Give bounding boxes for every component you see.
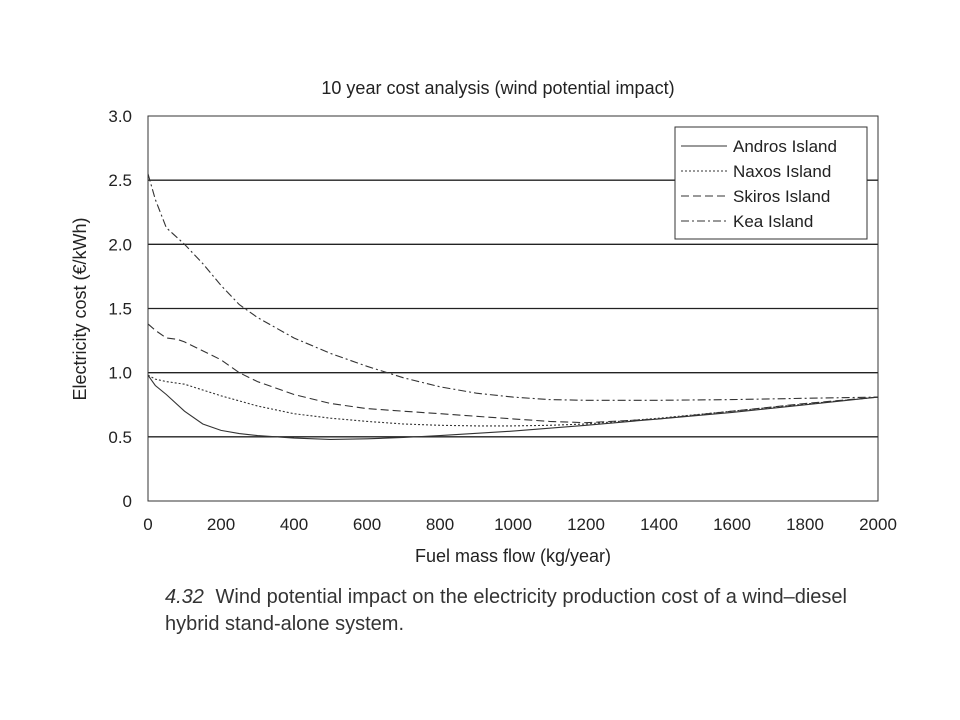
axis-ticks: 0 0.5 1.0 1.5 2.0 2.5 3.0 0 200 400 600 800 1000 1200… (108, 107, 897, 534)
x-tick-label: 200 (207, 515, 235, 534)
series-layer (147, 173, 879, 440)
series-line-naxos-island (147, 374, 879, 427)
y-tick-label: 2.5 (108, 171, 132, 190)
x-tick-label: 2000 (859, 515, 897, 534)
legend-label: Skiros Island (733, 187, 830, 206)
series-line-kea-island (147, 173, 879, 401)
x-tick-label: 1600 (713, 515, 751, 534)
y-tick-label: 1.5 (108, 300, 132, 319)
plot-area (147, 115, 879, 502)
x-tick-label: 1800 (786, 515, 824, 534)
x-tick-label: 800 (426, 515, 454, 534)
series-line-skiros-island (147, 323, 879, 424)
x-tick-label: 1200 (567, 515, 605, 534)
y-axis-label: Electricity cost (€/kWh) (70, 217, 90, 400)
y-tick-label: 0 (123, 492, 132, 511)
y-tick-label: 1.0 (108, 364, 132, 383)
chart-title: 10 year cost analysis (wind potential im… (321, 78, 674, 98)
x-axis-label: Fuel mass flow (kg/year) (415, 546, 611, 566)
y-tick-label: 3.0 (108, 107, 132, 126)
caption-text: Wind potential impact on the electricity… (165, 586, 847, 635)
legend-label: Naxos Island (733, 162, 831, 181)
legend-label: Kea Island (733, 212, 813, 231)
figure-number: 4.32 (165, 586, 204, 608)
y-tick-label: 2.0 (108, 235, 132, 254)
x-tick-label: 600 (353, 515, 381, 534)
x-tick-label: 1000 (494, 515, 532, 534)
figure-caption: 4.32 Wind potential impact on the electr… (165, 584, 885, 638)
legend-label: Andros Island (733, 137, 837, 156)
x-tick-label: 0 (143, 515, 152, 534)
x-tick-label: 400 (280, 515, 308, 534)
x-tick-label: 1400 (640, 515, 678, 534)
legend: Andros Island Naxos Island Skiros Island Ke… (674, 126, 868, 240)
y-tick-label: 0.5 (108, 428, 132, 447)
